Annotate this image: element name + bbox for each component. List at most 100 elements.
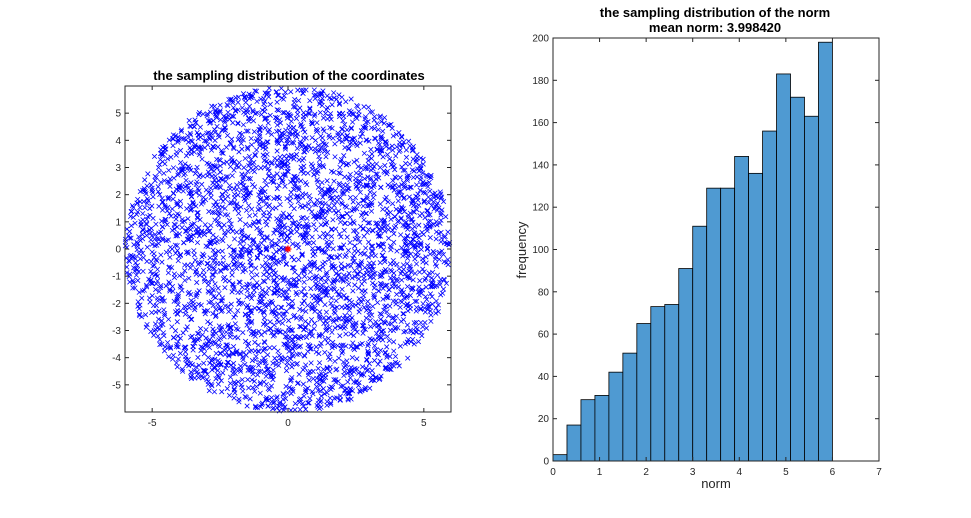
scatter-point — [193, 203, 199, 209]
scatter-point — [355, 236, 361, 242]
scatter-point — [177, 350, 183, 356]
scatter-point — [433, 229, 440, 235]
scatter-point — [201, 308, 207, 314]
scatter-point — [256, 328, 262, 335]
scatter-point — [189, 333, 195, 339]
scatter-point — [431, 221, 437, 227]
scatter-point — [320, 162, 326, 168]
scatter-point — [439, 290, 446, 296]
scatter-point — [228, 252, 234, 258]
scatter-point — [280, 210, 286, 216]
scatter-point — [190, 299, 196, 305]
scatter-point — [274, 284, 280, 290]
scatter-point — [156, 203, 162, 209]
scatter-point — [329, 102, 335, 108]
scatter-point — [369, 252, 375, 259]
scatter-point — [340, 342, 346, 348]
scatter-point — [276, 362, 282, 369]
scatter-point — [317, 377, 323, 383]
scatter-point — [395, 325, 401, 331]
scatter-point — [240, 300, 246, 306]
scatter-point — [212, 217, 218, 223]
scatter-point — [256, 192, 262, 198]
scatter-point — [272, 270, 279, 276]
scatter-point — [405, 247, 411, 254]
scatter-point — [262, 125, 268, 131]
scatter-point — [300, 90, 306, 97]
scatter-point — [360, 225, 366, 231]
scatter-point — [274, 137, 280, 143]
scatter-point — [277, 201, 283, 208]
scatter-point — [255, 207, 261, 213]
scatter-point — [158, 229, 164, 235]
scatter-point — [217, 163, 223, 169]
scatter-point — [179, 167, 185, 174]
scatter-point — [215, 373, 221, 379]
scatter-point — [214, 123, 220, 130]
scatter-point — [189, 138, 195, 144]
scatter-point — [223, 365, 229, 371]
scatter-point — [128, 235, 134, 241]
scatter-point — [320, 366, 326, 372]
scatter-point — [294, 361, 300, 367]
scatter-point — [259, 230, 265, 237]
scatter-point — [152, 231, 158, 238]
scatter-point — [228, 155, 235, 161]
scatter-point — [211, 266, 217, 272]
scatter-point — [269, 160, 275, 166]
scatter-point — [344, 295, 350, 301]
scatter-point — [352, 282, 358, 288]
scatter-point — [316, 245, 322, 251]
scatter-point — [345, 186, 351, 192]
x-tick-label: 3 — [690, 467, 696, 478]
scatter-point — [154, 266, 161, 272]
scatter-point — [385, 227, 392, 233]
scatter-point — [367, 308, 373, 315]
scatter-point — [312, 308, 318, 314]
scatter-point — [357, 388, 363, 394]
scatter-point — [227, 224, 233, 230]
scatter-point — [433, 310, 439, 316]
scatter-point — [267, 112, 273, 118]
scatter-point — [396, 363, 402, 369]
scatter-point — [239, 377, 245, 383]
scatter-point — [180, 188, 186, 194]
scatter-point — [282, 355, 288, 361]
scatter-point — [324, 149, 331, 155]
scatter-point — [335, 215, 342, 221]
scatter-point — [374, 121, 380, 127]
scatter-point — [369, 368, 375, 374]
scatter-point — [158, 147, 164, 153]
scatter-point — [283, 261, 289, 267]
scatter-point — [378, 133, 384, 139]
scatter-point — [132, 285, 138, 291]
scatter-point — [343, 99, 349, 105]
scatter-point — [339, 286, 345, 292]
scatter-point — [285, 110, 291, 116]
scatter-point — [372, 282, 378, 288]
scatter-point — [387, 361, 393, 368]
scatter-point — [271, 196, 277, 202]
scatter-point — [393, 131, 400, 138]
scatter-point — [324, 231, 330, 237]
scatter-point — [404, 294, 410, 300]
scatter-point — [216, 134, 222, 140]
scatter-point — [401, 195, 407, 202]
scatter-point — [179, 166, 185, 172]
scatter-point — [401, 311, 407, 317]
scatter-point — [329, 261, 335, 268]
scatter-point — [161, 178, 167, 184]
scatter-point — [168, 345, 174, 351]
scatter-point — [280, 396, 286, 402]
scatter-point — [306, 193, 312, 199]
scatter-point — [262, 360, 268, 366]
scatter-point — [386, 235, 392, 241]
scatter-point — [230, 281, 236, 287]
scatter-point — [221, 160, 227, 166]
scatter-point — [247, 160, 253, 166]
scatter-point — [300, 334, 306, 340]
scatter-point — [397, 143, 403, 149]
scatter-point — [323, 107, 330, 113]
scatter-point — [378, 316, 384, 322]
scatter-point — [337, 397, 343, 403]
